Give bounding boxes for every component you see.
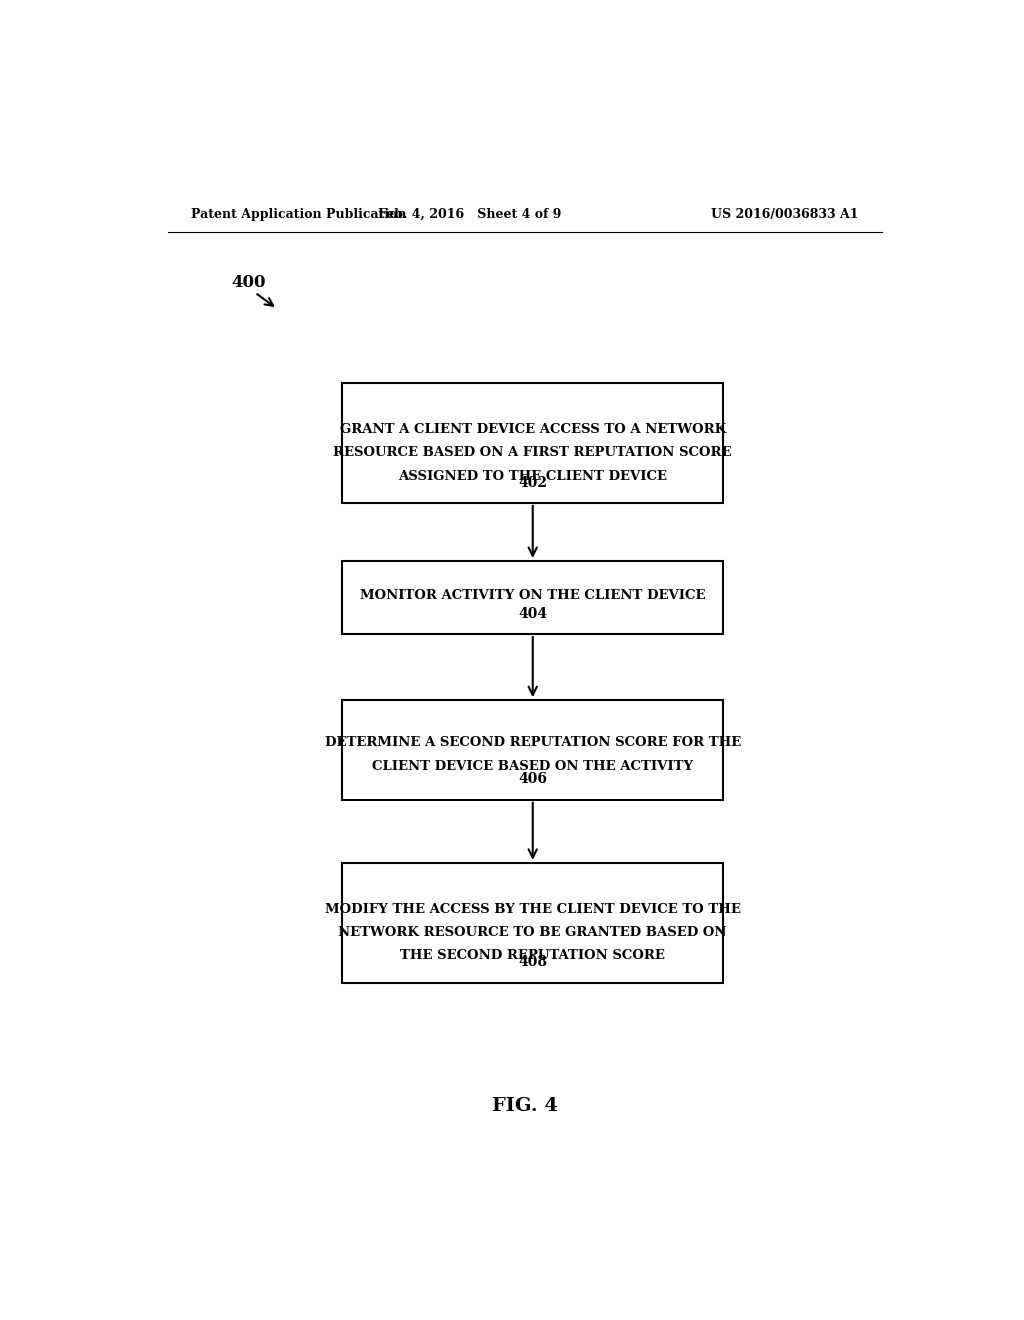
Text: RESOURCE BASED ON A FIRST REPUTATION SCORE: RESOURCE BASED ON A FIRST REPUTATION SCO… [334, 446, 732, 459]
Text: 400: 400 [231, 275, 265, 290]
Bar [342, 700, 723, 800]
Bar [342, 383, 723, 503]
Text: 406: 406 [518, 772, 547, 787]
Text: MODIFY THE ACCESS BY THE CLIENT DEVICE TO THE: MODIFY THE ACCESS BY THE CLIENT DEVICE T… [325, 903, 740, 916]
Text: ASSIGNED TO THE CLIENT DEVICE: ASSIGNED TO THE CLIENT DEVICE [398, 470, 668, 483]
Bar [342, 863, 723, 982]
Text: FIG. 4: FIG. 4 [492, 1097, 558, 1114]
Text: 402: 402 [518, 475, 547, 490]
Text: DETERMINE A SECOND REPUTATION SCORE FOR THE: DETERMINE A SECOND REPUTATION SCORE FOR … [325, 737, 740, 750]
Text: MONITOR ACTIVITY ON THE CLIENT DEVICE: MONITOR ACTIVITY ON THE CLIENT DEVICE [360, 589, 706, 602]
Text: Patent Application Publication: Patent Application Publication [191, 207, 407, 220]
Text: NETWORK RESOURCE TO BE GRANTED BASED ON: NETWORK RESOURCE TO BE GRANTED BASED ON [339, 925, 727, 939]
Text: 404: 404 [518, 607, 547, 620]
Text: 408: 408 [518, 956, 547, 969]
Text: GRANT A CLIENT DEVICE ACCESS TO A NETWORK: GRANT A CLIENT DEVICE ACCESS TO A NETWOR… [340, 422, 726, 436]
Text: THE SECOND REPUTATION SCORE: THE SECOND REPUTATION SCORE [400, 949, 666, 962]
Text: US 2016/0036833 A1: US 2016/0036833 A1 [711, 207, 858, 220]
Text: CLIENT DEVICE BASED ON THE ACTIVITY: CLIENT DEVICE BASED ON THE ACTIVITY [372, 760, 693, 772]
Text: Feb. 4, 2016   Sheet 4 of 9: Feb. 4, 2016 Sheet 4 of 9 [378, 207, 561, 220]
Bar [342, 561, 723, 634]
